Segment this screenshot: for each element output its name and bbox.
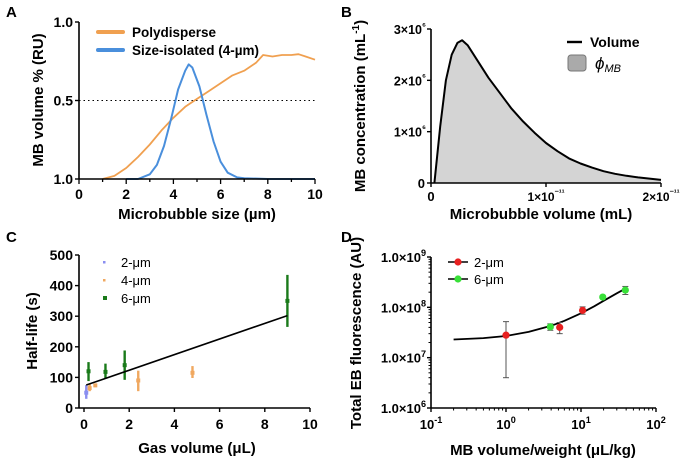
- x-axis-label: Microbubble size (µm): [118, 206, 276, 223]
- x-tick-label: 4: [171, 416, 179, 432]
- x-axis-label: Microbubble volume (mL): [450, 206, 633, 223]
- x-tick-label: 4: [170, 186, 178, 202]
- y-tick-label: 1.0×107: [381, 349, 426, 366]
- fit-line: [85, 314, 288, 386]
- legend-label: 2-μm: [121, 255, 151, 270]
- y-tick-label: 2×10⁶: [394, 72, 426, 89]
- y-axis-label: MB volume % (RU): [30, 33, 47, 166]
- legend-label: Polydisperse: [132, 25, 217, 40]
- x-tick-label: 8: [261, 416, 269, 432]
- x-tick-label: 102: [646, 415, 666, 432]
- data-point: [122, 363, 127, 368]
- legend-label: 2-μm: [474, 255, 504, 270]
- data-point: [621, 286, 629, 294]
- y-tick-label: 1.0×106: [381, 399, 426, 416]
- volume-line: [433, 39, 662, 184]
- legend-marker: [454, 275, 462, 283]
- series-line-polydisperse: [102, 53, 316, 180]
- panel-c-chart: 0 100 200 300 400 500 0 2 4 6 8 10 Gas volume (μL) Ha…: [24, 247, 318, 457]
- y-tick-label: 500: [50, 247, 74, 263]
- series-line-size-isolated: [126, 63, 315, 180]
- volume-area-fill: [434, 40, 661, 183]
- y-tick-label: 0: [418, 176, 425, 191]
- legend-marker: [103, 296, 107, 300]
- panel-label-d: D: [341, 229, 352, 246]
- x-tick-label: 2: [122, 186, 130, 202]
- legend-swatch-phi: [567, 54, 587, 72]
- data-point: [578, 306, 587, 314]
- y-tick-label: 200: [50, 339, 74, 355]
- x-axis-label: Gas volume (μL): [138, 440, 256, 457]
- x-tick-label: 101: [571, 415, 591, 432]
- data-point: [285, 298, 290, 303]
- x-tick-label: 10: [307, 186, 323, 202]
- legend-marker: [103, 279, 106, 282]
- x-tick-label: 1×10⁻¹¹: [527, 188, 564, 204]
- legend-marker: [454, 258, 462, 266]
- panel-label-b: B: [341, 4, 352, 21]
- y-tick-label: 300: [50, 308, 74, 324]
- y-axis-label: Total EB fluorescence (AU): [348, 237, 365, 429]
- data-point: [84, 390, 89, 395]
- x-tick-label: 6: [217, 186, 225, 202]
- x-tick-label: 100: [496, 415, 516, 432]
- y-tick-label: 1×10⁶: [394, 123, 426, 140]
- panel-label-c: C: [6, 229, 17, 246]
- y-tick-label: 100: [50, 369, 74, 385]
- legend-label-phi: ϕMB: [595, 54, 621, 75]
- x-tick-label: 10-1: [420, 415, 443, 432]
- data-point: [502, 331, 510, 339]
- x-tick-label: 2: [125, 416, 133, 432]
- legend-label: 4-μm: [121, 273, 151, 288]
- panel-label-a: A: [6, 4, 17, 21]
- y-tick-label: 400: [50, 278, 74, 294]
- x-tick-label: 10: [302, 416, 318, 432]
- data-point: [599, 293, 607, 301]
- y-tick-label: 1.0×109: [381, 248, 426, 265]
- data-point: [87, 386, 92, 391]
- data-point: [103, 369, 108, 374]
- x-tick-label: 0: [80, 416, 88, 432]
- x-tick-label: 0: [427, 189, 434, 204]
- data-point: [136, 378, 141, 383]
- panel-d-chart: 1.0×106 1.0×107 1.0×108 1.0×109 10-1 100 101 10…: [348, 237, 666, 459]
- x-tick-label: 6: [216, 416, 224, 432]
- y-axis-label: MB concentration (mL-1): [351, 20, 369, 192]
- legend-marker: [103, 261, 106, 264]
- data-point: [190, 370, 195, 375]
- panel-b-chart: 0 1×10⁶ 2×10⁶ 3×10⁶ 0 1×10⁻¹¹ 2×10⁻¹¹ Microbubb…: [351, 20, 680, 223]
- legend-label: 6-μm: [121, 291, 151, 306]
- x-axis-label: MB volume/weight (μL/kg): [450, 442, 636, 459]
- legend-label-volume: Volume: [590, 34, 640, 50]
- y-axis-label: Half-life (s): [24, 292, 41, 370]
- x-tick-label: 2×10⁻¹¹: [642, 188, 679, 204]
- legend-label: Size-isolated (4-µm): [132, 43, 259, 58]
- y-tick-label: 1.0×108: [381, 298, 426, 315]
- legend-label: 6-μm: [474, 272, 504, 287]
- y-tick-label: 0: [65, 400, 73, 416]
- data-point: [546, 323, 554, 331]
- fit-curve: [453, 287, 627, 341]
- y-tick-label: 0.5: [54, 93, 74, 109]
- data-point: [86, 369, 91, 374]
- x-tick-label: 0: [75, 186, 83, 202]
- data-point: [93, 383, 98, 388]
- y-tick-label: 1.0: [54, 171, 74, 187]
- data-point: [556, 323, 564, 331]
- x-tick-label: 8: [264, 186, 272, 202]
- y-tick-label: 3×10⁶: [394, 20, 426, 37]
- y-tick-label: 1.0: [54, 14, 74, 30]
